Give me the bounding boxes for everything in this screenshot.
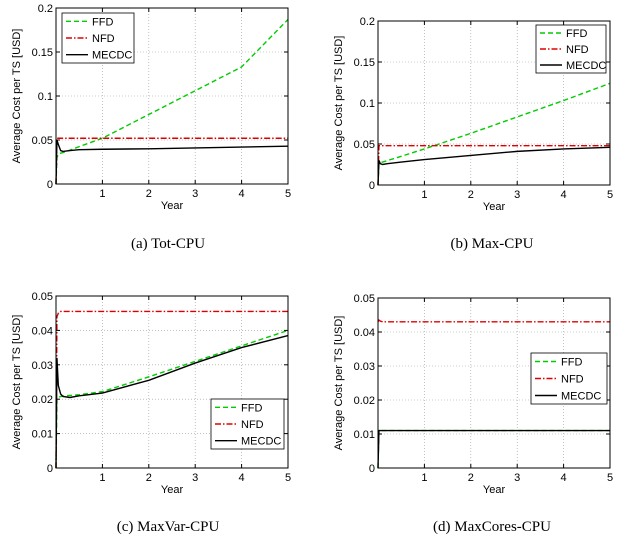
legend: FFD NFD MECDC (210, 398, 285, 450)
series-line-ffd (55, 329, 289, 469)
legend-label: NFD (92, 33, 115, 45)
x-tick-label: 4 (561, 472, 567, 484)
series-line-mecdc (377, 146, 611, 186)
y-axis-label: Average Cost per TS [USD] (333, 316, 345, 451)
x-tick-label: 1 (99, 188, 105, 200)
legend-label: FFD (92, 16, 113, 28)
x-axis-label: Year (161, 484, 184, 496)
x-tick-label: 4 (239, 472, 245, 484)
chart-caption: (a) Tot-CPU (131, 236, 205, 252)
legend-label: NFD (566, 44, 589, 56)
x-tick-label: 5 (285, 472, 291, 484)
y-tick-label: 0.2 (360, 16, 375, 28)
y-axis-label: Average Cost per TS [USD] (11, 315, 23, 450)
chart-4: 1 2 3 4 5 0 0.01 0.02 0.03 0.04 0.05 Year Average Co… (333, 293, 613, 535)
series-line-mecdc (377, 429, 610, 469)
y-tick-label: 0.05 (354, 293, 375, 305)
legend-label: MECDC (241, 436, 281, 448)
legend-label: MECDC (566, 60, 606, 72)
legend-label: MECDC (561, 391, 601, 403)
series-line-ffd (377, 82, 611, 186)
legend: FFD NFD MECDC (61, 12, 135, 64)
chart-caption: (c) MaxVar-CPU (117, 519, 220, 535)
y-tick-label: 0.05 (32, 291, 53, 303)
chart-1: 1 2 3 4 5 0 0.05 0.1 0.15 0.2 Year Average Cost per… (11, 3, 291, 252)
x-tick-label: 5 (285, 188, 291, 200)
y-axis-label: Average Cost per TS [USD] (11, 29, 23, 164)
chart-caption: (b) Max-CPU (451, 236, 534, 252)
series-line-mecdc (55, 139, 289, 185)
series-line-ffd (55, 18, 289, 185)
x-tick-label: 1 (99, 472, 105, 484)
x-tick-label: 3 (192, 472, 198, 484)
x-tick-label: 4 (561, 189, 567, 201)
chart-caption: (d) MaxCores-CPU (433, 519, 551, 535)
y-axis-label: Average Cost per TS [USD] (333, 36, 345, 171)
x-tick-label: 2 (146, 188, 152, 200)
legend-label: FFD (566, 28, 587, 40)
x-tick-label: 3 (514, 189, 520, 201)
x-tick-label: 4 (239, 188, 245, 200)
x-tick-label: 1 (421, 189, 427, 201)
legend: FFD NFD MECDC (535, 24, 607, 74)
y-tick-label: 0.1 (38, 91, 53, 103)
y-tick-label: 0.05 (32, 135, 53, 147)
legend-label: MECDC (92, 50, 132, 62)
series-line-nfd (377, 319, 610, 323)
y-tick-label: 0.15 (354, 57, 375, 69)
y-tick-label: 0.03 (354, 361, 375, 373)
y-tick-label: 0.15 (32, 47, 53, 59)
y-tick-label: 0.04 (32, 325, 53, 337)
x-tick-label: 3 (192, 188, 198, 200)
y-tick-label: 0.01 (354, 429, 375, 441)
y-tick-label: 0 (369, 180, 375, 192)
y-tick-label: 0.04 (354, 327, 375, 339)
y-tick-label: 0 (47, 463, 53, 475)
y-tick-label: 0.01 (32, 429, 53, 441)
y-tick-label: 0 (47, 179, 53, 191)
x-tick-label: 2 (468, 189, 474, 201)
axes-box (377, 297, 611, 469)
y-tick-label: 0.02 (354, 395, 375, 407)
series-line-nfd (55, 310, 288, 469)
y-tick-label: 0.2 (38, 3, 53, 15)
x-tick-label: 5 (607, 189, 613, 201)
axes-box (55, 295, 289, 469)
x-axis-label: Year (483, 484, 506, 496)
chart-3: 1 2 3 4 5 0 0.01 0.02 0.03 0.04 0.05 Year Average Co… (11, 291, 291, 535)
y-tick-label: 0.1 (360, 98, 375, 110)
series-line-mecdc (55, 334, 289, 469)
y-tick-label: 0.02 (32, 394, 53, 406)
series-line-nfd (55, 137, 288, 185)
x-tick-label: 2 (468, 472, 474, 484)
legend-label: FFD (561, 357, 582, 369)
x-tick-label: 1 (421, 472, 427, 484)
x-axis-label: Year (483, 201, 506, 213)
x-tick-label: 3 (514, 472, 520, 484)
x-axis-label: Year (161, 200, 184, 212)
legend-label: FFD (241, 402, 262, 414)
legend: FFD NFD MECDC (530, 352, 608, 405)
y-tick-label: 0.05 (354, 139, 375, 151)
chart-2: 1 2 3 4 5 0 0.05 0.1 0.15 0.2 Year Average Cost per… (333, 16, 613, 252)
y-tick-label: 0 (369, 463, 375, 475)
legend-label: NFD (561, 374, 584, 386)
x-tick-label: 2 (146, 472, 152, 484)
legend-label: NFD (241, 419, 264, 431)
y-tick-label: 0.03 (32, 360, 53, 372)
series-line-nfd (377, 144, 610, 186)
x-tick-label: 5 (607, 472, 613, 484)
